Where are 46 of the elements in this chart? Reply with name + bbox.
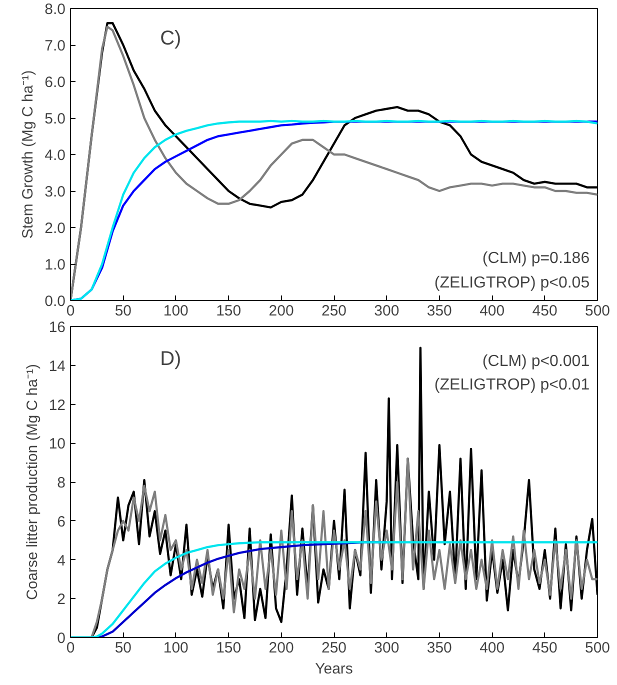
annotation: (ZELIGTROP) p<0.01 [434,376,590,394]
x-tick-label: 200 [268,302,294,320]
annotation: (CLM) p=0.186 [482,250,590,267]
x-tick-label: 350 [426,640,452,656]
y-tick-label: 6 [57,513,66,530]
annotation: C) [160,27,182,50]
y-tick-label: 14 [48,358,66,375]
x-tick-label: 100 [163,640,188,656]
x-tick-label: 500 [584,302,610,320]
y-tick-label: 2 [57,591,66,608]
x-tick-label: 50 [114,640,132,656]
x-tick-label: 400 [480,640,505,656]
x-tick-label: 50 [114,302,132,320]
y-tick-label: 8 [57,474,66,492]
x-tick-label: 450 [532,302,558,320]
x-tick-label: 250 [321,302,347,320]
y-tick-label: 10 [48,436,66,453]
x-axis-title: Years [315,660,353,678]
y-tick-label: 3.0 [44,184,66,200]
y-tick-label: 2.0 [44,220,66,237]
x-tick-label: 150 [216,640,242,656]
annotation: D) [160,348,182,370]
y-tick-label: 12 [48,396,66,414]
annotation: (ZELIGTROP) p<0.05 [434,274,590,292]
x-tick-label: 350 [426,302,452,320]
y-tick-label: 6.0 [44,74,66,91]
x-tick-label: 250 [321,640,347,656]
y-tick-label: 1.0 [44,256,66,274]
y-tick-label: 8.0 [44,1,66,18]
y-tick-label: 7.0 [44,38,66,54]
x-tick-label: 400 [480,302,505,320]
y-tick-label: 4 [57,552,66,570]
x-tick-label: 200 [268,640,294,656]
y-tick-label: 4.0 [44,147,66,164]
y-axis-title: Stem Growth (Mg C ha⁻¹) [20,70,37,239]
y-tick-label: 5.0 [44,110,66,128]
annotation: (CLM) p<0.001 [482,353,590,370]
x-tick-label: 500 [584,640,610,656]
y-tick-label: 16 [48,319,66,336]
x-tick-label: 300 [374,640,400,656]
y-axis-title: Coarse litter production (Mg C ha⁻¹) [24,364,41,600]
x-tick-label: 100 [163,302,188,320]
x-tick-label: 300 [374,302,400,320]
x-tick-label: 450 [532,640,558,656]
y-tick-label: 0.0 [44,293,66,310]
x-tick-label: 150 [216,302,242,320]
